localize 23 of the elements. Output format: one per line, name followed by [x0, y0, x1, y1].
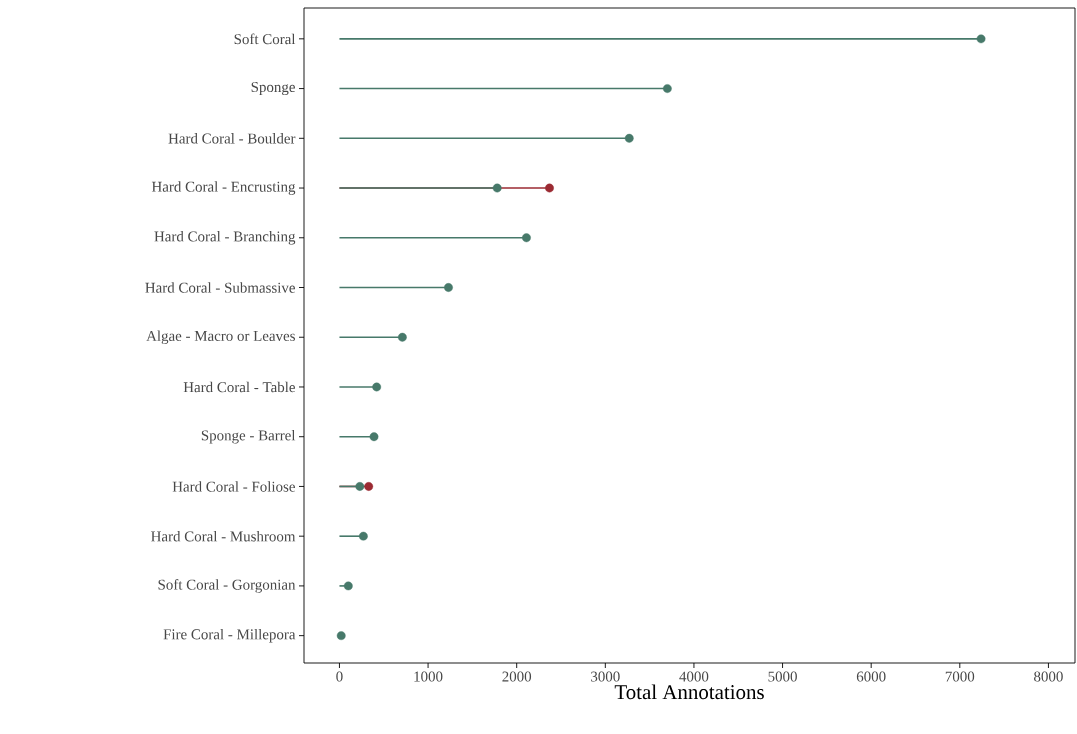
y-tick-label: Hard Coral - Encrusting [151, 181, 296, 195]
x-tick-label: 7000 [945, 671, 975, 682]
y-tick-label: Hard Coral - Table [183, 381, 295, 393]
x-tick-label: 8000 [1034, 671, 1063, 682]
x-axis-title: Total Annotations [614, 684, 764, 700]
y-tick-label: Hard Coral - Foliose [172, 481, 295, 492]
y-tick-label: Soft Coral [234, 33, 296, 45]
y-tick-label: Algae - Macro or Leaves [146, 330, 295, 345]
y-tick-label: Hard Coral - Submassive [145, 282, 295, 293]
y-tick-label: Hard Coral - Branching [154, 230, 296, 245]
y-tick-label: Sponge - Barrel [201, 429, 296, 444]
x-tick-label: 3000 [591, 671, 620, 682]
y-tick-label: Soft Coral - Gorgonian [158, 579, 296, 593]
y-tick-label: Fire Coral - Millepora [163, 628, 296, 643]
x-tick-label: 1000 [414, 671, 443, 682]
y-tick-label: Hard Coral - Mushroom [151, 530, 296, 542]
x-tick-label: 5000 [768, 671, 797, 682]
x-tick-label: 2000 [502, 671, 532, 682]
y-tick-label: Sponge [251, 82, 295, 96]
x-tick-label: 6000 [856, 671, 886, 682]
x-tick-label: 4000 [679, 671, 709, 682]
x-tick-label: 0 [336, 671, 343, 682]
y-tick-label: Hard Coral - Boulder [168, 133, 296, 144]
